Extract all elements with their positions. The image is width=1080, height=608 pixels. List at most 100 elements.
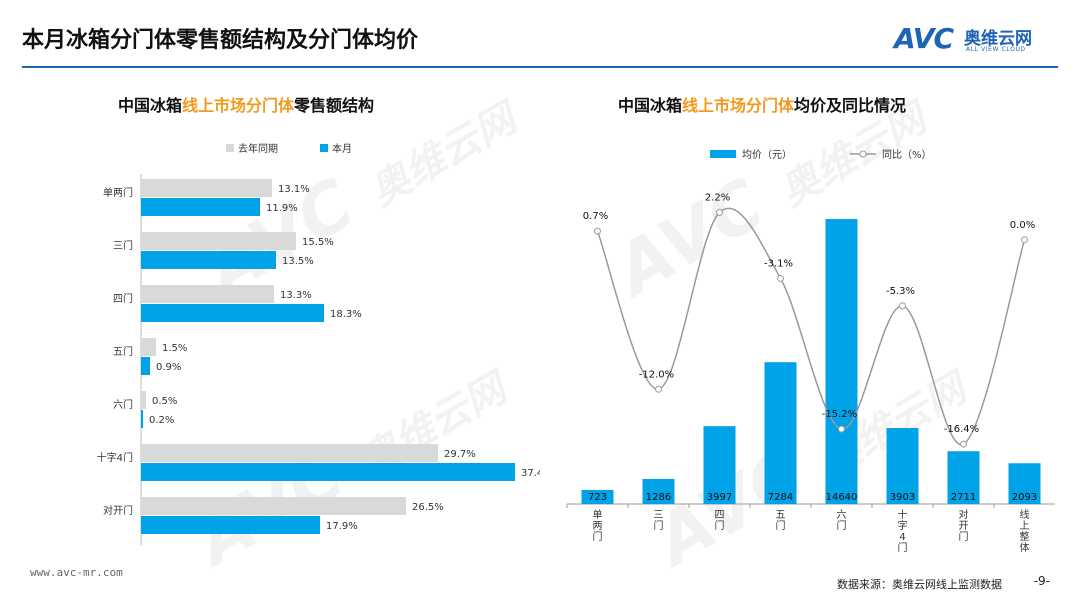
price-bar-label: 2093 bbox=[1012, 492, 1037, 503]
page-number: -9- bbox=[1033, 574, 1050, 588]
category-label: 四门 bbox=[715, 510, 725, 532]
bar-prior-label: 29.7% bbox=[444, 449, 476, 460]
yoy-label: -3.1% bbox=[764, 258, 793, 269]
bar-prior bbox=[141, 391, 146, 409]
bar-current-label: 13.5% bbox=[282, 256, 314, 267]
category-label: 对开门 bbox=[959, 508, 969, 543]
legend-label-line: 同比（%） bbox=[882, 149, 932, 161]
yoy-label: 0.7% bbox=[583, 211, 608, 222]
left-chart-title: 中国冰箱线上市场分门体零售额结构 bbox=[118, 92, 374, 116]
bar-prior-label: 0.5% bbox=[152, 396, 177, 407]
bar-prior bbox=[141, 285, 274, 303]
right-legend: 均价（元） 同比（%） bbox=[710, 149, 932, 161]
category-label: 单两门 bbox=[103, 186, 133, 199]
logo-english: ALL VIEW CLOUD bbox=[966, 46, 1026, 53]
bar-current-label: 11.9% bbox=[266, 203, 298, 214]
bar-group: 对开门 26.5% 17.9% bbox=[103, 497, 444, 534]
bar-prior-label: 13.3% bbox=[280, 290, 312, 301]
right-title-part-2: 线上市场分门体 bbox=[682, 96, 795, 115]
price-bar-group: 2711 对开门 bbox=[932, 451, 980, 543]
category-label: 六门 bbox=[113, 398, 133, 411]
bar-current bbox=[141, 198, 260, 216]
left-title-part-3: 零售额结构 bbox=[294, 96, 375, 115]
yoy-point bbox=[594, 227, 601, 235]
right-chart-title: 中国冰箱线上市场分门体均价及同比情况 bbox=[618, 92, 906, 116]
bar-current-label: 18.3% bbox=[330, 309, 362, 320]
bar-current bbox=[141, 251, 276, 269]
bar-current-label: 0.9% bbox=[156, 362, 181, 373]
price-bar-group: 723 单两门 bbox=[566, 489, 614, 543]
bar-current-label: 0.2% bbox=[149, 415, 174, 426]
price-bar-label: 1286 bbox=[646, 492, 671, 503]
bar-prior-label: 13.1% bbox=[278, 184, 310, 195]
left-title-part-1: 中国冰箱 bbox=[118, 96, 183, 115]
bar-current bbox=[141, 463, 515, 481]
bar-prior-label: 26.5% bbox=[412, 502, 444, 513]
category-label: 十字4门 bbox=[97, 451, 133, 464]
yoy-point bbox=[655, 385, 662, 393]
price-bar-label: 14640 bbox=[826, 492, 858, 503]
right-title-part-3: 均价及同比情况 bbox=[794, 96, 907, 115]
left-title-part-2: 线上市场分门体 bbox=[182, 96, 295, 115]
bar-group: 六门 0.5% 0.2% bbox=[113, 391, 177, 428]
category-label: 单两门 bbox=[593, 509, 603, 543]
bar-current bbox=[141, 516, 320, 534]
category-label: 三门 bbox=[113, 239, 133, 252]
legend-line-marker bbox=[859, 150, 867, 158]
category-label: 四门 bbox=[113, 292, 133, 305]
price-bar bbox=[642, 478, 675, 504]
bar-current bbox=[141, 357, 150, 375]
bar-current-label: 17.9% bbox=[326, 521, 358, 532]
logo-mark: AVC bbox=[894, 22, 954, 55]
price-bar-label: 723 bbox=[588, 492, 607, 503]
left-legend: 去年同期 本月 bbox=[226, 142, 352, 155]
data-source: 数据来源：奥维云网线上监测数据 bbox=[837, 578, 1002, 591]
price-bar bbox=[703, 426, 736, 504]
bar-current bbox=[141, 304, 324, 322]
yoy-point bbox=[1021, 236, 1028, 244]
right-title-part-1: 中国冰箱 bbox=[618, 96, 683, 115]
bar-prior bbox=[141, 232, 296, 250]
yoy-label: -5.3% bbox=[886, 286, 915, 297]
yoy-label: 0.0% bbox=[1010, 220, 1035, 231]
category-label: 对开门 bbox=[103, 504, 133, 517]
price-bar-label: 3997 bbox=[707, 492, 732, 503]
yoy-point bbox=[899, 302, 906, 310]
logo-chinese: 奥维云网 bbox=[964, 29, 1032, 49]
price-bar bbox=[825, 219, 858, 504]
price-bar bbox=[581, 489, 614, 504]
yoy-point bbox=[777, 274, 784, 282]
bar-prior bbox=[141, 179, 272, 197]
yoy-label: 2.2% bbox=[705, 192, 730, 203]
bar-group: 五门 1.5% 0.9% bbox=[113, 338, 187, 375]
footer-url[interactable]: www.avc-mr.com bbox=[30, 566, 123, 579]
price-bar-group: 1286 三门 bbox=[627, 478, 675, 532]
legend-label-current: 本月 bbox=[332, 142, 352, 155]
bar-prior bbox=[141, 338, 156, 356]
legend-swatch-current bbox=[320, 144, 328, 152]
yoy-label: -12.0% bbox=[639, 369, 674, 380]
bar-group: 四门 13.3% 18.3% bbox=[113, 285, 362, 322]
price-bar-label: 3903 bbox=[890, 492, 915, 503]
bar-group: 三门 15.5% 13.5% bbox=[113, 232, 334, 269]
legend-label-prior: 去年同期 bbox=[238, 142, 278, 155]
price-bar bbox=[947, 451, 980, 504]
bar-prior bbox=[141, 497, 406, 515]
price-bar-group: 3903 十字 4 门 bbox=[871, 428, 919, 554]
legend-label-bar: 均价（元） bbox=[742, 149, 792, 161]
bar-current bbox=[141, 410, 143, 428]
yoy-point bbox=[960, 440, 967, 448]
yoy-line bbox=[596, 207, 1026, 445]
bar-prior-label: 1.5% bbox=[162, 343, 187, 354]
price-bar-group: 7284 五门 bbox=[749, 362, 797, 532]
bar-group: 十字4门 29.7% 37.4% bbox=[97, 444, 540, 481]
price-bar bbox=[764, 362, 797, 504]
legend-swatch-prior bbox=[226, 144, 234, 152]
avc-logo: AVC 奥维云网 ALL VIEW CLOUD bbox=[894, 22, 1054, 62]
bar-group: 单两门 13.1% 11.9% bbox=[103, 179, 310, 216]
price-bar-group: 2093 线上整体 bbox=[993, 463, 1041, 554]
header-divider bbox=[22, 66, 1058, 68]
bar-current-label: 37.4% bbox=[521, 468, 540, 479]
